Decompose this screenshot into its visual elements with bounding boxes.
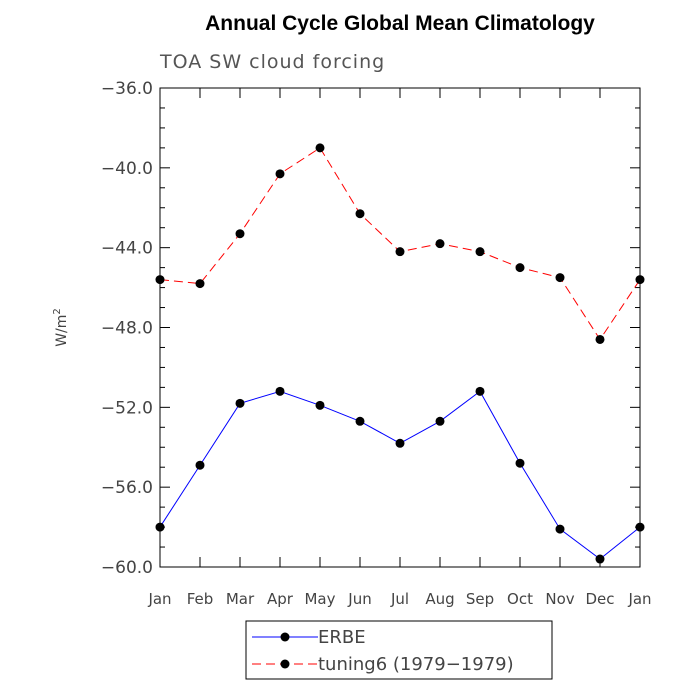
data-point xyxy=(555,273,565,283)
x-tick-label: Nov xyxy=(545,590,574,608)
data-point xyxy=(475,386,485,396)
legend-marker xyxy=(280,659,290,669)
data-point xyxy=(515,263,525,273)
x-tick-label: Jun xyxy=(347,590,371,608)
data-point xyxy=(635,522,645,532)
data-point xyxy=(395,438,405,448)
x-tick-label: Aug xyxy=(425,590,454,608)
data-point xyxy=(595,554,605,564)
y-tick-label: −36.0 xyxy=(101,79,153,99)
legend-box xyxy=(245,620,553,680)
data-point xyxy=(275,169,285,179)
data-point xyxy=(635,275,645,285)
data-point xyxy=(475,247,485,257)
x-tick-label: Jan xyxy=(147,590,171,608)
data-point xyxy=(435,416,445,426)
x-tick-label: Jan xyxy=(627,590,651,608)
data-point xyxy=(195,279,205,289)
data-point xyxy=(195,460,205,470)
data-point xyxy=(515,458,525,468)
data-point xyxy=(555,524,565,534)
y-axis-title: W/m2 xyxy=(52,308,70,347)
x-tick-label: Sep xyxy=(466,590,494,608)
chart-title: Annual Cycle Global Mean Climatology xyxy=(205,12,595,35)
data-point xyxy=(355,416,365,426)
x-tick-label: May xyxy=(304,590,335,608)
data-point xyxy=(395,247,405,257)
x-tick-label: Oct xyxy=(507,590,533,608)
y-tick-label: −44.0 xyxy=(101,239,153,259)
y-tick-label: −56.0 xyxy=(101,478,153,498)
series-line-1 xyxy=(159,147,641,341)
y-axis-title-superscript: 2 xyxy=(52,308,63,314)
data-point xyxy=(155,275,165,285)
x-tick-label: Apr xyxy=(267,590,294,608)
data-point xyxy=(315,143,325,153)
legend-marker xyxy=(280,632,290,642)
x-tick-label: Feb xyxy=(187,590,214,608)
data-point xyxy=(155,522,165,532)
data-point xyxy=(355,209,365,219)
y-axis-title-text: W/m xyxy=(54,315,70,347)
x-tick-label: Dec xyxy=(585,590,614,608)
y-tick-label: −40.0 xyxy=(101,159,153,179)
data-point xyxy=(595,334,605,344)
y-tick-label: −52.0 xyxy=(101,398,153,418)
y-tick-label: −48.0 xyxy=(101,319,153,339)
x-tick-label: Jul xyxy=(390,590,409,608)
legend: ERBE tuning6 (1979−1979) xyxy=(245,620,553,680)
x-axis-ticks: Jan Feb Mar Apr May Jun Jul Aug Sep Oct Nov Dec Jan xyxy=(147,88,652,608)
data-point xyxy=(275,386,285,396)
chart-subtitle: TOA SW cloud forcing xyxy=(159,51,385,73)
data-point xyxy=(435,239,445,249)
data-point xyxy=(235,229,245,239)
series-group xyxy=(155,143,645,564)
legend-label: ERBE xyxy=(318,627,366,648)
y-axis-ticks: −36.0 −40.0 −44.0 −48.0 −52.0 −56.0 −60.0 xyxy=(101,79,640,578)
data-point xyxy=(235,398,245,408)
series-line-0 xyxy=(159,390,641,560)
data-point xyxy=(315,400,325,410)
y-tick-label: −60.0 xyxy=(101,558,153,578)
legend-label: tuning6 (1979−1979) xyxy=(318,654,514,675)
x-tick-label: Mar xyxy=(226,590,255,608)
y-axis-label: W/m2 xyxy=(52,308,70,347)
plot-frame xyxy=(159,87,641,568)
